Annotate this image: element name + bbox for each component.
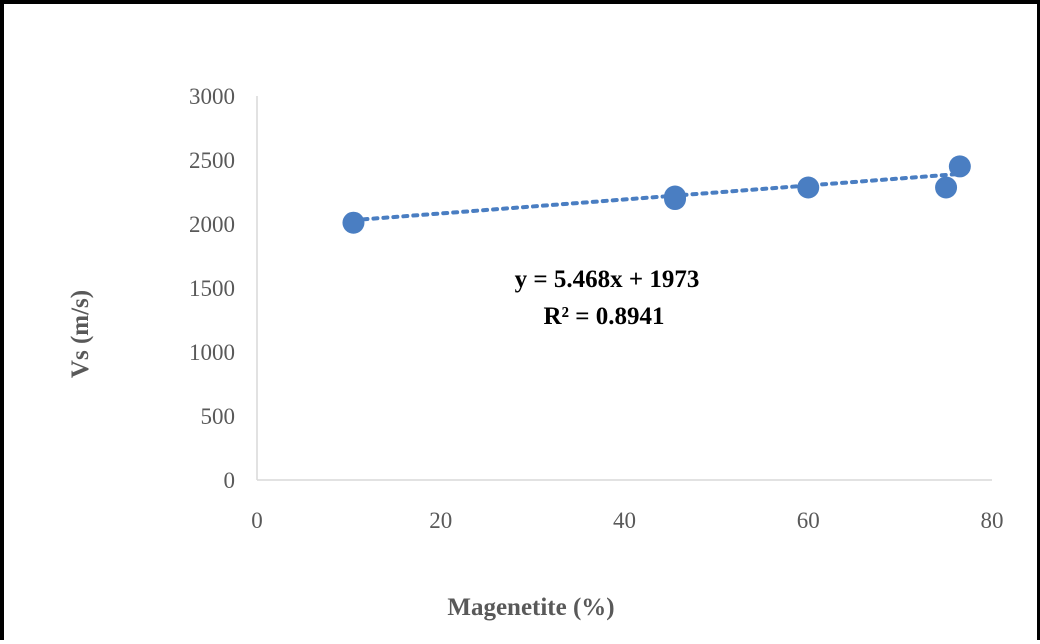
- y-tick-label: 0: [224, 468, 236, 493]
- x-axis-title: Magenetite (%): [447, 594, 614, 621]
- data-point: [948, 155, 971, 178]
- scatter-chart: 0 500 1000 1500 2000 2500 3000 0 20 40 60 80 y = 5…: [67, 84, 1004, 621]
- y-tick-label: 2000: [189, 212, 235, 237]
- y-tick-label: 1000: [189, 340, 235, 365]
- x-tick-label: 20: [429, 508, 452, 533]
- y-tick-label: 1500: [189, 276, 235, 301]
- x-tick-label: 0: [251, 508, 263, 533]
- x-tick-label: 80: [981, 508, 1004, 533]
- y-tick-label: 500: [201, 404, 236, 429]
- x-tick-labels: 0 20 40 60 80: [251, 508, 1003, 533]
- y-axis-title: Vs (m/s): [67, 290, 94, 378]
- y-tick-labels: 0 500 1000 1500 2000 2500 3000: [189, 84, 235, 493]
- x-tick-label: 40: [613, 508, 636, 533]
- data-point: [935, 176, 958, 199]
- data-point: [664, 185, 687, 208]
- data-points: [342, 155, 971, 234]
- data-point: [797, 176, 820, 199]
- y-tick-label: 2500: [189, 148, 235, 173]
- x-tick-label: 60: [797, 508, 820, 533]
- trendline-equation: y = 5.468x + 1973: [515, 266, 700, 293]
- y-tick-label: 3000: [189, 84, 235, 109]
- trendline: [351, 171, 962, 223]
- data-point: [342, 211, 365, 234]
- r-squared-label: R² = 0.8941: [543, 303, 664, 330]
